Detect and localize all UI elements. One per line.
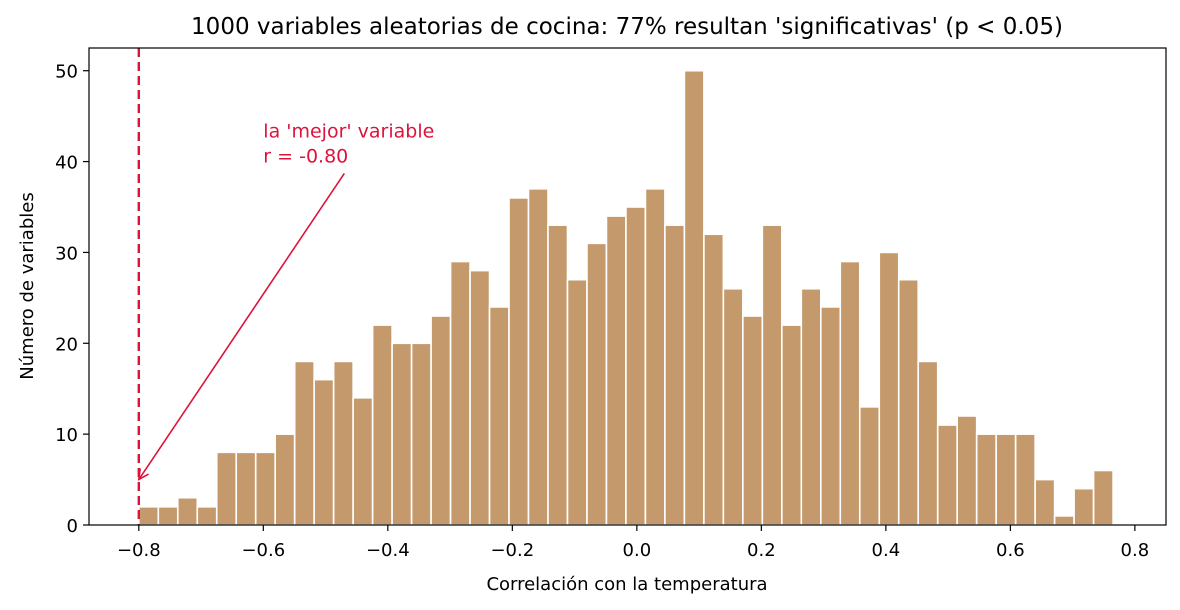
- histogram-bar: [293, 360, 315, 526]
- histogram-bar: [819, 306, 842, 526]
- annotation-label-line2: r = -0.80: [263, 145, 348, 167]
- y-tick-label: 10: [55, 425, 78, 446]
- histogram-bar: [878, 251, 900, 526]
- histogram-bar: [332, 360, 354, 526]
- histogram-bar: [781, 324, 803, 526]
- annotation-group: la 'mejor' variable r = -0.80: [139, 120, 434, 479]
- histogram-bar: [839, 260, 861, 526]
- histogram-bar: [1073, 487, 1095, 526]
- histogram-bar: [897, 278, 920, 526]
- histogram-bar: [975, 433, 997, 526]
- histogram-bar: [683, 69, 705, 526]
- histogram-bar: [313, 378, 335, 526]
- histogram-bar: [508, 197, 530, 526]
- y-tick-label: 40: [55, 153, 78, 174]
- histogram-bar: [488, 306, 510, 526]
- histogram-bar: [644, 188, 666, 526]
- x-tick-label: 0.2: [747, 540, 776, 561]
- x-tick-label: −0.4: [366, 540, 410, 561]
- histogram-bar: [761, 224, 783, 526]
- histogram-bar: [410, 342, 432, 526]
- histogram-bar: [742, 315, 764, 526]
- histogram-bar: [995, 433, 1017, 526]
- histogram-bar: [371, 324, 393, 526]
- histogram-bar: [176, 496, 199, 526]
- y-tick-label: 50: [55, 62, 78, 83]
- histogram-bar: [430, 315, 452, 526]
- y-tick-label: 30: [55, 243, 78, 264]
- y-tick-label: 0: [67, 516, 78, 537]
- histogram-bar: [235, 451, 257, 526]
- histogram-bar: [547, 224, 569, 526]
- histogram-bar: [936, 424, 958, 526]
- x-tick-label: −0.8: [117, 540, 161, 561]
- y-tick-label: 20: [55, 334, 78, 355]
- histogram-bar: [449, 260, 471, 526]
- x-tick-label: 0.8: [1121, 540, 1150, 561]
- annotation-arrow: [139, 172, 345, 479]
- histogram-bar: [469, 269, 491, 526]
- histogram-bar: [703, 233, 725, 526]
- x-tick-label: 0.0: [623, 540, 652, 561]
- histogram-bar: [664, 224, 686, 526]
- histogram-bar: [1014, 433, 1036, 526]
- histogram-bar: [391, 342, 413, 526]
- x-tick-label: −0.6: [241, 540, 285, 561]
- x-axis-title: Correlación con la temperatura: [486, 574, 767, 595]
- histogram-bar: [1034, 478, 1056, 526]
- y-axis-title: Número de variables: [17, 192, 38, 379]
- histogram-bar: [625, 206, 647, 526]
- histogram-bar: [800, 287, 822, 526]
- histogram-bar: [138, 506, 160, 526]
- histogram-bar: [586, 242, 608, 526]
- histogram-bar: [1092, 469, 1114, 526]
- histogram-bar: [566, 278, 588, 526]
- histogram-bar: [956, 415, 978, 526]
- histogram-bar: [1053, 515, 1075, 526]
- histogram-bar: [917, 360, 939, 526]
- histogram-bar: [352, 396, 374, 526]
- x-tick-label: 0.4: [872, 540, 901, 561]
- annotation-label-line1: la 'mejor' variable: [263, 120, 434, 142]
- histogram-bar: [605, 215, 627, 526]
- plot-frame: [88, 47, 1167, 526]
- histogram-bar: [858, 406, 881, 526]
- histogram-bar: [196, 506, 218, 526]
- histogram-bar: [157, 506, 179, 526]
- histogram-bar: [274, 433, 296, 526]
- histogram-bar: [722, 287, 744, 526]
- histogram-bar: [215, 451, 238, 526]
- x-axis: −0.8 −0.6 −0.4 −0.2 0.0 0.2 0.4 0.6 0.8: [117, 525, 1149, 561]
- histogram-bar: [254, 451, 277, 526]
- x-tick-label: 0.6: [996, 540, 1025, 561]
- histogram-bar: [527, 188, 549, 526]
- y-axis: 0 10 20 30 40 50: [55, 62, 89, 537]
- x-tick-label: −0.2: [490, 540, 534, 561]
- chart-title: 1000 variables aleatorias de cocina: 77%…: [191, 14, 1063, 40]
